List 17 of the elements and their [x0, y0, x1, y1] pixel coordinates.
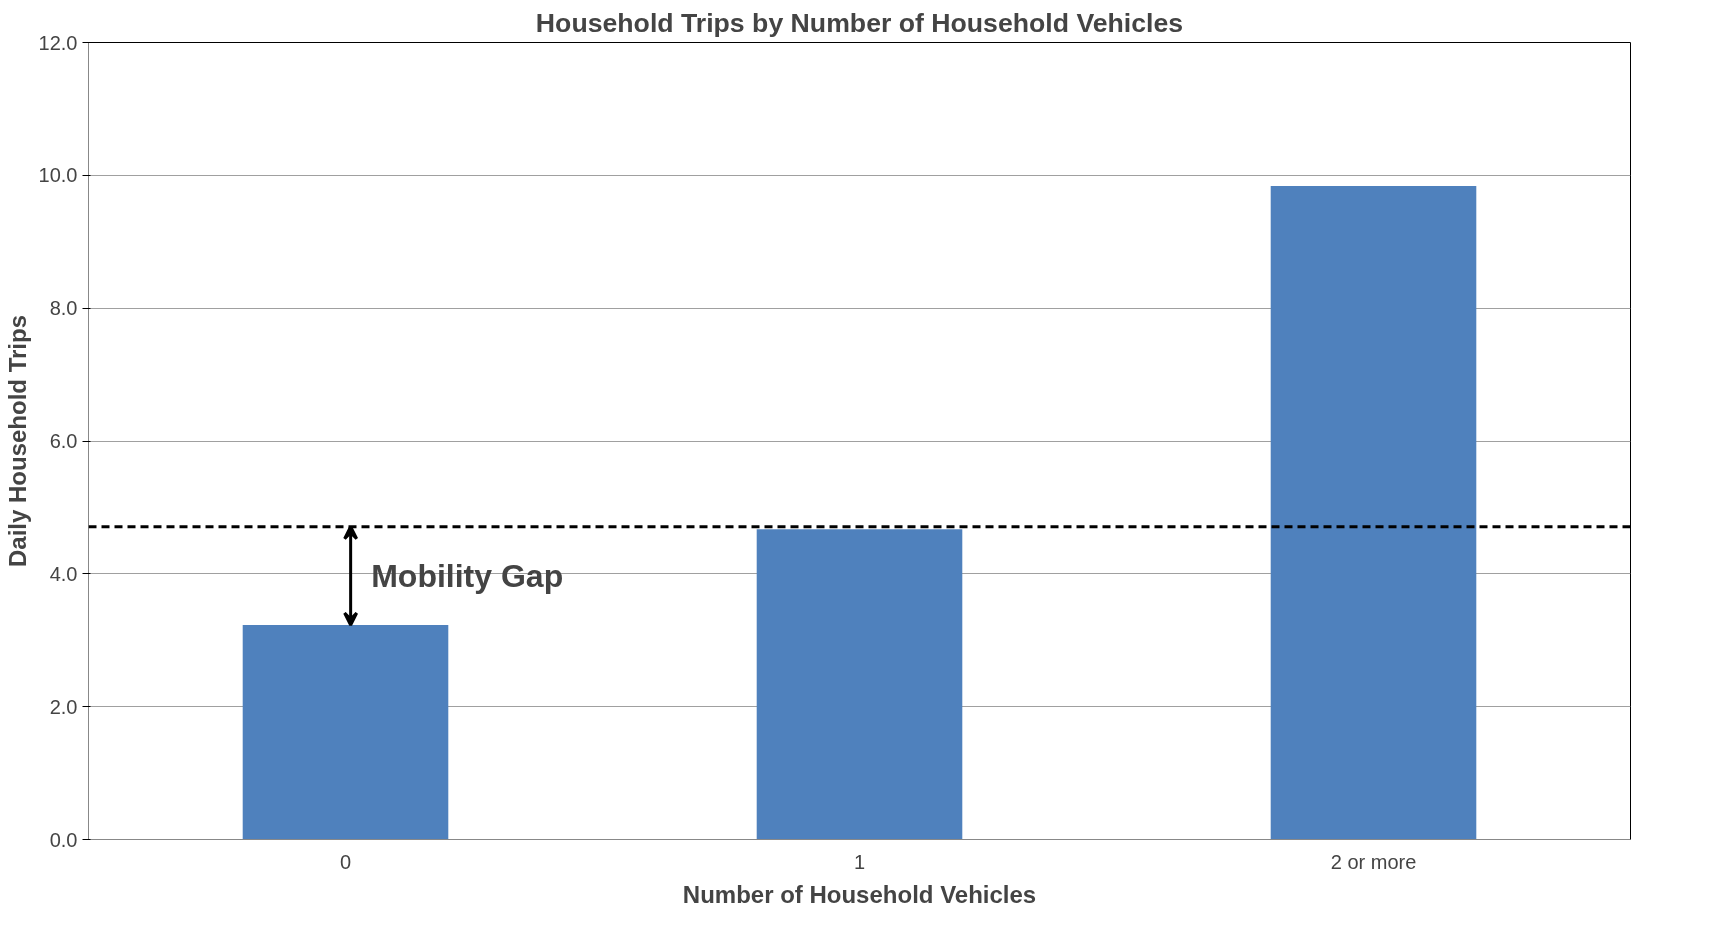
bar — [242, 624, 449, 840]
x-tick-label: 1 — [853, 850, 866, 873]
y-tick-label: 12.0 — [38, 31, 78, 54]
y-tick-label: 10.0 — [38, 164, 78, 187]
y-tick-label: 8.0 — [49, 297, 78, 320]
y-tick-label: 0.0 — [49, 828, 78, 851]
y-tick-label: 2.0 — [49, 695, 78, 718]
x-axis-title: Number of Household Vehicles — [682, 880, 1037, 908]
y-tick-label: 6.0 — [49, 430, 78, 452]
y-tick-label: 4.0 — [49, 562, 78, 585]
x-tick-label: 2 or more — [1330, 850, 1417, 873]
chart-title: Household Trips by Number of Household Vehicles — [535, 7, 1184, 38]
annotation: Mobility Gap — [371, 557, 564, 594]
x-tick-label: 0 — [339, 850, 352, 873]
bar — [1270, 185, 1477, 840]
y-axis-title: Daily Household Trips — [3, 314, 31, 568]
bar — [756, 529, 963, 840]
